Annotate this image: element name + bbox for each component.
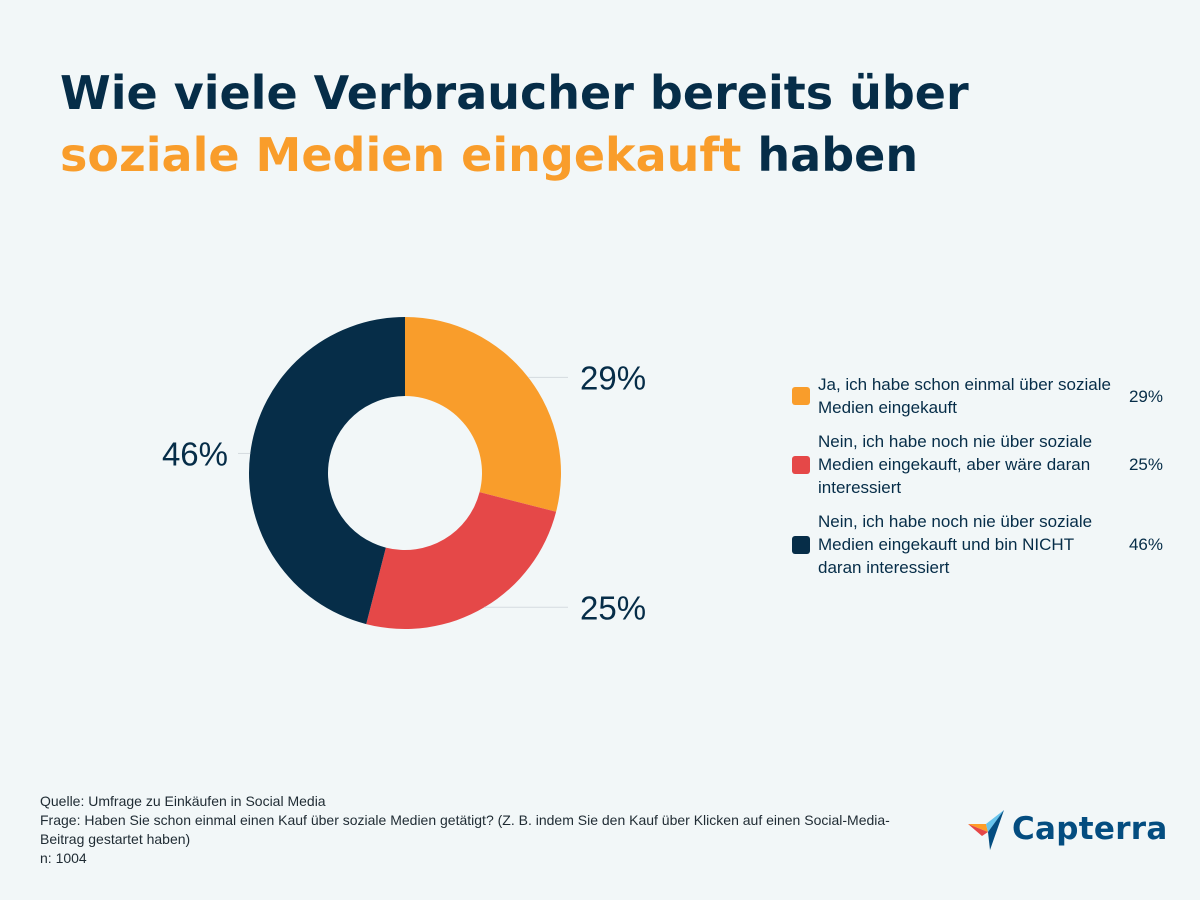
capterra-logo-icon — [968, 810, 1004, 850]
legend-value: 25% — [1128, 455, 1163, 474]
legend-label: Nein, ich habe noch nie über soziale Med… — [818, 512, 1093, 577]
footer-notes: Quelle: Umfrage zu Einkäufen in Social M… — [40, 792, 920, 868]
legend-swatch-orange — [792, 387, 810, 405]
capterra-logo: Capterra — [966, 808, 1168, 850]
chart-title: Wie viele Verbraucher bereits über sozia… — [60, 62, 1160, 186]
donut-slice-red — [366, 492, 557, 630]
title-highlight: soziale Medien eingekauft — [60, 128, 742, 182]
legend-value: 29% — [1128, 386, 1163, 406]
legend-swatch-navy — [792, 535, 810, 554]
legend-item: Nein, ich habe noch nie über soziale Med… — [792, 510, 1172, 579]
question-note: Frage: Haben Sie schon einmal einen Kauf… — [40, 812, 890, 847]
legend-label: Ja, ich habe schon einmal über soziale M… — [818, 375, 1111, 417]
legend-value: 46% — [1128, 535, 1163, 554]
legend-swatch-red — [792, 455, 810, 474]
legend-item: Ja, ich habe schon einmal über soziale M… — [792, 373, 1172, 419]
source-note: Quelle: Umfrage zu Einkäufen in Social M… — [40, 793, 326, 809]
legend-label: Nein, ich habe noch nie über soziale Med… — [818, 432, 1093, 497]
title-part-1: Wie viele Verbraucher bereits über — [60, 66, 969, 120]
data-label: 46% — [162, 435, 228, 472]
data-label: 29% — [580, 359, 646, 396]
donut-slice-navy — [248, 317, 405, 625]
legend: Ja, ich habe schon einmal über soziale M… — [792, 373, 1172, 579]
legend-item: Nein, ich habe noch nie über soziale Med… — [792, 430, 1172, 499]
data-label: 25% — [580, 589, 646, 626]
sample-size-note: n: 1004 — [40, 850, 87, 866]
title-part-2: haben — [741, 128, 919, 182]
donut-slice-orange — [405, 317, 561, 512]
logo-text: Capterra — [1012, 811, 1168, 847]
